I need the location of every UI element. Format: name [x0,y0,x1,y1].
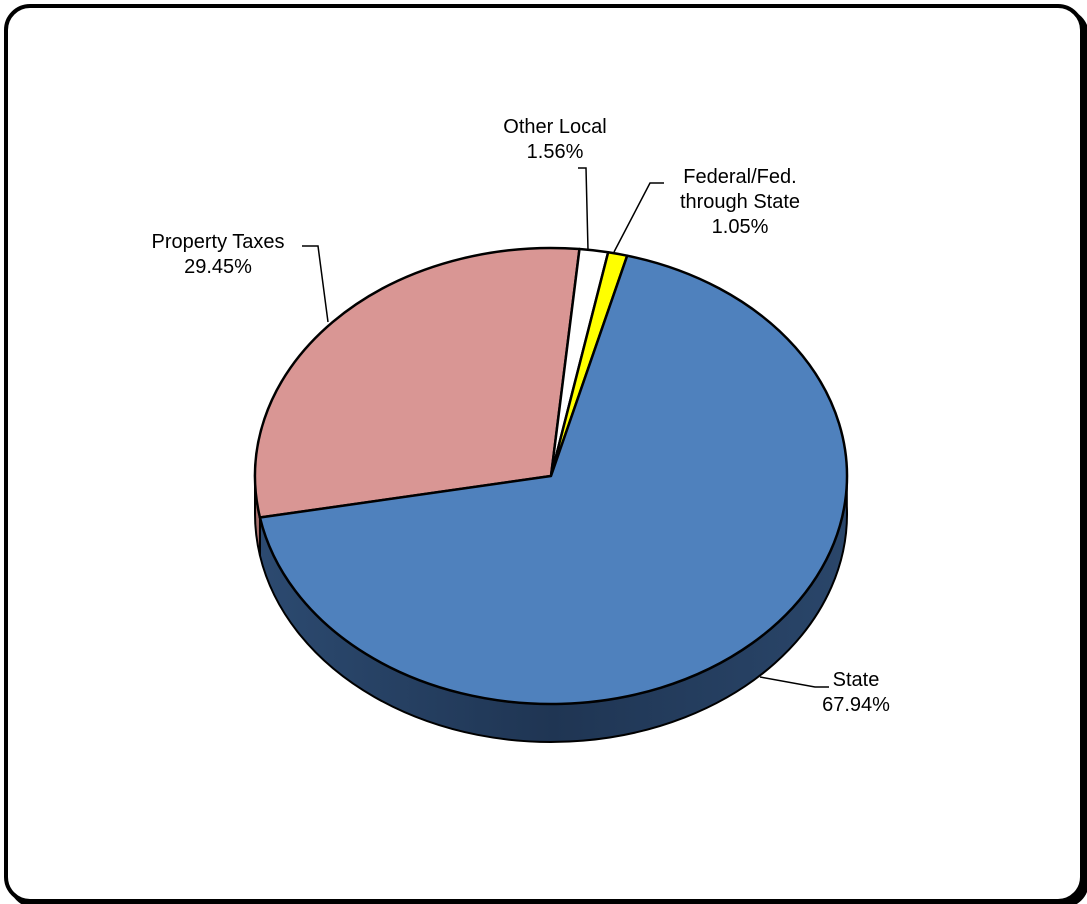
data-label-federal-fed-through-state: Federal/Fed. through State 1.05% [680,166,800,238]
data-label-value-state: 67.94% [822,694,890,716]
pie-slice-property-taxes [253,246,581,519]
data-label-name-other-local-0: Other Local [503,116,606,138]
leader-line-other-local [578,167,589,251]
data-label-name-federal-fed-through-state-1: through State [680,191,800,213]
data-label-value-other-local: 1.56% [527,141,584,163]
leader-line-property-taxes [302,245,329,323]
data-label-name-federal-fed-through-state-0: Federal/Fed. [683,166,796,188]
data-label-name-state-0: State [833,669,880,691]
leader-line-federal-fed-through-state [613,182,664,253]
pie-slice-state [258,254,849,706]
data-label-name-property-taxes-0: Property Taxes [151,231,284,253]
data-label-value-federal-fed-through-state: 1.05% [712,216,769,238]
data-label-other-local: Other Local 1.56% [503,116,606,163]
data-label-property-taxes: Property Taxes 29.45% [151,231,284,278]
leader-line-state [759,676,829,688]
data-label-state: State 67.94% [822,669,890,716]
data-label-value-property-taxes: 29.45% [184,256,252,278]
